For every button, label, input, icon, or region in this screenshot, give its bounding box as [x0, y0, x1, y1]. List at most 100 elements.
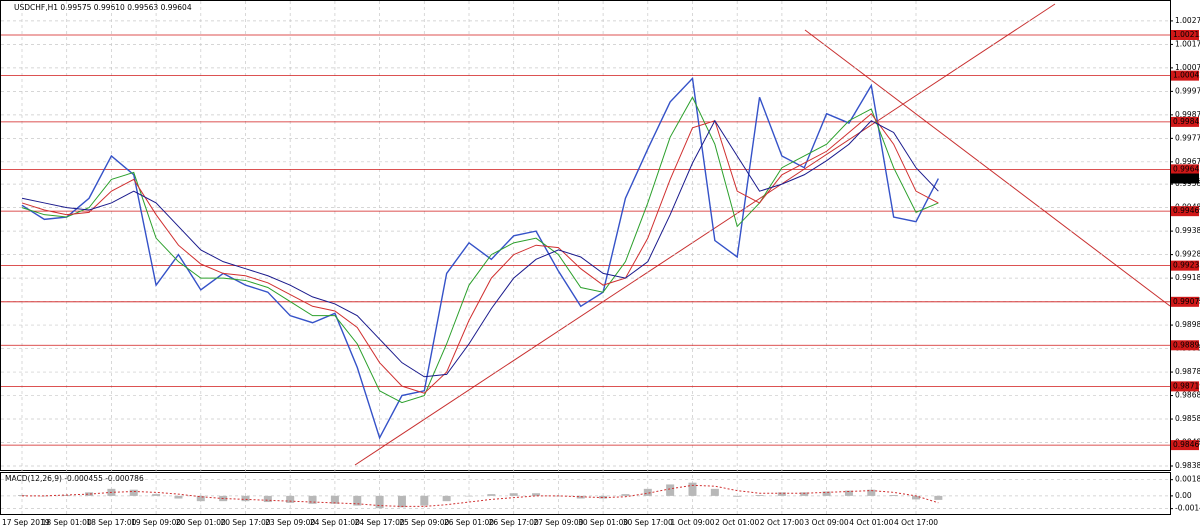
x-tick-label: 19 Sep 09:00	[131, 518, 181, 527]
macd-bar	[330, 495, 339, 504]
level-box	[1171, 440, 1199, 451]
y-tick-label: 1.00175	[1175, 39, 1200, 48]
macd-title: MACD(12,26,9) -0.000455 -0.000786	[5, 474, 144, 483]
macd-bar	[465, 495, 473, 497]
macd-bar	[621, 494, 630, 496]
x-tick-label: 30 Sep 01:00	[578, 518, 628, 527]
y-tick-label: 0.99875	[1175, 110, 1200, 119]
macd-bar	[196, 495, 205, 502]
macd-bar	[576, 495, 585, 499]
x-tick-label: 4 Oct 17:00	[894, 518, 938, 527]
y-tick-label: 0.98380	[1175, 461, 1200, 470]
x-tick-label: 20 Sep 01:00	[176, 518, 226, 527]
y-tick-label: 0.99975	[1175, 86, 1200, 95]
x-tick-label: 23 Sep 09:00	[265, 518, 315, 527]
ma-line	[21, 112, 939, 394]
macd-bar	[666, 484, 675, 496]
level-label: 0.99845	[1173, 117, 1200, 126]
macd-bar	[733, 495, 742, 497]
macd-bar	[643, 488, 652, 496]
x-tick-label: 2 Oct 17:00	[760, 518, 804, 527]
last-price-label: 0.99604	[1173, 174, 1200, 183]
y-tick-label: 1.00075	[1175, 63, 1200, 72]
x-tick-label: 30 Sep 17:00	[623, 518, 673, 527]
macd-bar	[375, 495, 384, 509]
level-label: 0.98719	[1173, 381, 1200, 390]
x-tick-label: 3 Oct 09:00	[805, 518, 849, 527]
macd-bar	[710, 488, 719, 496]
level-box	[1171, 164, 1199, 175]
x-tick-label: 18 Sep 17:00	[86, 518, 136, 527]
level-box	[1171, 206, 1199, 217]
ma-line	[21, 119, 939, 378]
macd-bar	[755, 494, 764, 496]
level-box	[1171, 260, 1199, 271]
macd-bar	[85, 492, 94, 496]
x-tick-label: 27 Sep 09:00	[533, 518, 583, 527]
macd-bar	[286, 495, 295, 503]
x-tick-label: 4 Oct 01:00	[849, 518, 893, 527]
chart-title: USDCHF,H1 0.99575 0.99610 0.99563 0.9960…	[14, 3, 192, 12]
macd-bar	[442, 495, 451, 502]
x-tick-label: 20 Sep 17:00	[220, 518, 270, 527]
level-box	[1171, 340, 1199, 351]
macd-bar	[420, 495, 429, 506]
level-label: 0.99643	[1173, 164, 1200, 173]
y-tick-label: 0.99675	[1175, 157, 1200, 166]
macd-bar	[397, 495, 406, 508]
macd-bar	[241, 495, 250, 502]
y-tick-label: 0.001842	[1175, 475, 1200, 484]
x-tick-label: 26 Sep 01:00	[444, 518, 494, 527]
trend-line	[354, 3, 1056, 466]
level-label: 0.99465	[1173, 206, 1200, 215]
macd-bar	[688, 482, 697, 496]
level-label: 0.99079	[1173, 297, 1200, 306]
y-tick-label: 0.99775	[1175, 133, 1200, 142]
level-label: 0.98469	[1173, 440, 1200, 449]
macd-bar	[487, 494, 496, 496]
last-price-box	[1171, 173, 1199, 184]
level-label: 1.00215	[1173, 30, 1200, 39]
level-box	[1171, 70, 1199, 81]
macd-bar	[40, 495, 49, 497]
x-tick-label: 24 Sep 17:00	[355, 518, 405, 527]
macd-bar	[777, 492, 786, 496]
level-box	[1171, 296, 1199, 307]
level-box	[1171, 381, 1199, 392]
macd-bar	[532, 493, 541, 496]
macd-bar	[263, 495, 272, 503]
x-tick-label: 1 Oct 09:00	[670, 518, 714, 527]
macd-bar	[308, 495, 317, 504]
macd-bar	[844, 490, 853, 496]
x-tick-label: 25 Sep 09:00	[399, 518, 449, 527]
macd-bar	[599, 495, 608, 499]
macd-bar	[129, 489, 138, 496]
macd-panel	[0, 472, 1171, 515]
level-box	[1171, 29, 1199, 40]
macd-bar	[152, 494, 161, 496]
macd-bar	[867, 489, 876, 496]
x-tick-label: 18 Sep 01:00	[42, 518, 92, 527]
main-panel	[0, 0, 1171, 471]
macd-bar	[353, 495, 362, 506]
y-tick-label: 1.00275	[1175, 16, 1200, 25]
level-label: 0.98894	[1173, 340, 1200, 349]
y-tick-label: 0.00	[1175, 491, 1192, 500]
y-tick-label: -0.00145	[1175, 504, 1200, 513]
macd-bar	[934, 495, 943, 500]
macd-bar	[822, 491, 831, 496]
x-tick-label: 24 Sep 01:00	[310, 518, 360, 527]
x-tick-label: 2 Oct 01:00	[715, 518, 759, 527]
macd-bar	[800, 492, 809, 496]
level-label: 0.99233	[1173, 261, 1200, 270]
macd-bar	[509, 493, 518, 496]
